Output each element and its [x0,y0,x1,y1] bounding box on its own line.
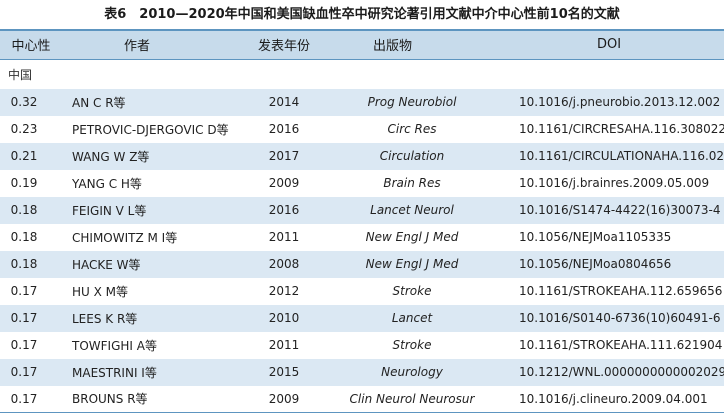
cell-year: 2017 [268,149,300,163]
table-row: 0.17 BROUNS R等 2009 Clin Neurol Neurosur 10.… [0,385,724,413]
table-row: 0.19 YANG C H等 2009 Brain Res 10.1016/j.brai… [0,169,724,197]
cell-publication: Brain Res [383,176,441,190]
cell-year: 2008 [268,257,300,271]
citation-table: 中心性 作者 发表年份 出版物 DOI 中国 0.32 AN C R等 2014 Pr… [0,29,724,413]
cell-centrality: 0.17 [10,338,38,352]
table-row: 0.23 PETROVIC-DJERGOVIC D等 2016 Circ Res 10.… [0,115,724,143]
cell-centrality: 0.17 [10,365,38,379]
table-row: 0.18 CHIMOWITZ M I等 2011 New Engl J Med 10.1… [0,223,724,251]
cell-centrality: 0.32 [10,95,38,109]
cell-centrality: 0.19 [10,176,38,190]
cell-author: LEES K R等 [72,311,138,326]
cell-centrality: 0.17 [0,385,62,413]
cell-year: 2016 [268,122,300,136]
cell-publication: Circulation [379,149,445,163]
cell-author: BROUNS R等 [62,385,237,413]
cell-year: 2009 [237,385,331,413]
cell-publication: Lancet Neurol [370,203,454,217]
cell-doi: 10.1161/CIRCULATIONAHA.116.025250 [519,149,724,163]
cell-centrality: 0.17 [10,284,38,298]
table-row: 0.17 HU X M等 2012 Stroke 10.1161/STROKEAHA.1… [0,277,724,305]
cell-publication: Lancet [391,311,433,325]
header-author: 作者 [62,29,237,60]
cell-author: WANG W Z等 [72,149,150,164]
cell-doi: 10.1016/j.pneurobio.2013.12.002 [519,95,721,109]
cell-author: AN C R等 [72,95,126,110]
table-row: 0.17 MAESTRINI I等 2015 Neurology 10.1212/WNL… [0,358,724,386]
cell-publication: New Engl J Med [365,257,459,271]
cell-year: 2011 [268,230,300,244]
cell-doi: 10.1161/CIRCRESAHA.116.308022 [519,122,724,136]
cell-doi: 10.1161/STROKEAHA.112.659656 [519,284,723,298]
cell-doi: 10.1056/NEJMoa1105335 [519,230,672,244]
cell-author: HU X M等 [72,284,129,299]
group-label: 中国 [8,67,33,82]
cell-centrality: 0.23 [10,122,38,136]
cell-centrality: 0.17 [10,311,38,325]
cell-author: MAESTRINI I等 [72,365,157,380]
cell-author: FEIGIN V L等 [72,203,147,218]
table-row: 0.18 HACKE W等 2008 New Engl J Med 10.1056/NE… [0,250,724,278]
cell-centrality: 0.18 [10,230,38,244]
cell-centrality: 0.18 [10,203,38,217]
header-year: 发表年份 [237,29,331,60]
cell-publication: Clin Neurol Neurosur [331,385,493,413]
cell-publication: New Engl J Med [365,230,459,244]
cell-year: 2010 [268,311,300,325]
header-centrality: 中心性 [0,29,62,60]
cell-doi: 10.1212/WNL.0000000000002029 [519,365,724,379]
cell-centrality: 0.21 [10,149,38,163]
cell-author: YANG C H等 [72,176,142,191]
cell-doi: 10.1016/S1474-4422(16)30073-4 [519,203,721,217]
header-publication: 出版物 [331,29,493,60]
table-row: 0.21 WANG W Z等 2017 Circulation 10.1161/CIRC… [0,142,724,170]
header-row: 中心性 作者 发表年份 出版物 DOI [0,29,724,60]
cell-doi: 10.1016/S0140-6736(10)60491-6 [519,311,721,325]
cell-doi: 10.1161/STROKEAHA.111.621904 [519,338,723,352]
cell-year: 2015 [268,365,300,379]
cell-year: 2009 [268,176,300,190]
header-doi: DOI [493,29,724,60]
table-row: 0.32 AN C R等 2014 Prog Neurobiol 10.1016/j.p… [0,88,724,116]
cell-year: 2014 [268,95,300,109]
group-row-china: 中国 [0,59,724,89]
cell-year: 2011 [268,338,300,352]
cell-publication: Prog Neurobiol [367,95,457,109]
cell-author: HACKE W等 [72,257,141,272]
cell-publication: Stroke [392,284,432,298]
cell-year: 2012 [268,284,300,298]
cell-author: TOWFIGHI A等 [72,338,157,353]
table-caption: 表6 2010—2020年中国和美国缺血性卒中研究论著引用文献中介中心性前10名… [104,7,620,22]
cell-publication: Neurology [381,365,443,379]
cell-year: 2016 [268,203,300,217]
cell-author: CHIMOWITZ M I等 [72,230,178,245]
table-row: 0.17 LEES K R等 2010 Lancet 10.1016/S0140-673… [0,304,724,332]
cell-author: PETROVIC-DJERGOVIC D等 [72,122,229,137]
cell-publication: Stroke [392,338,432,352]
table-row: 0.17 TOWFIGHI A等 2011 Stroke 10.1161/STROKEA… [0,331,724,359]
table-row: 0.18 FEIGIN V L等 2016 Lancet Neurol 10.1016/… [0,196,724,224]
cell-publication: Circ Res [387,122,437,136]
cell-doi: 10.1056/NEJMoa0804656 [519,257,672,271]
cell-centrality: 0.18 [10,257,38,271]
cell-doi: 10.1016/j.clineuro.2009.04.001 [493,385,724,413]
cell-doi: 10.1016/j.brainres.2009.05.009 [519,176,710,190]
